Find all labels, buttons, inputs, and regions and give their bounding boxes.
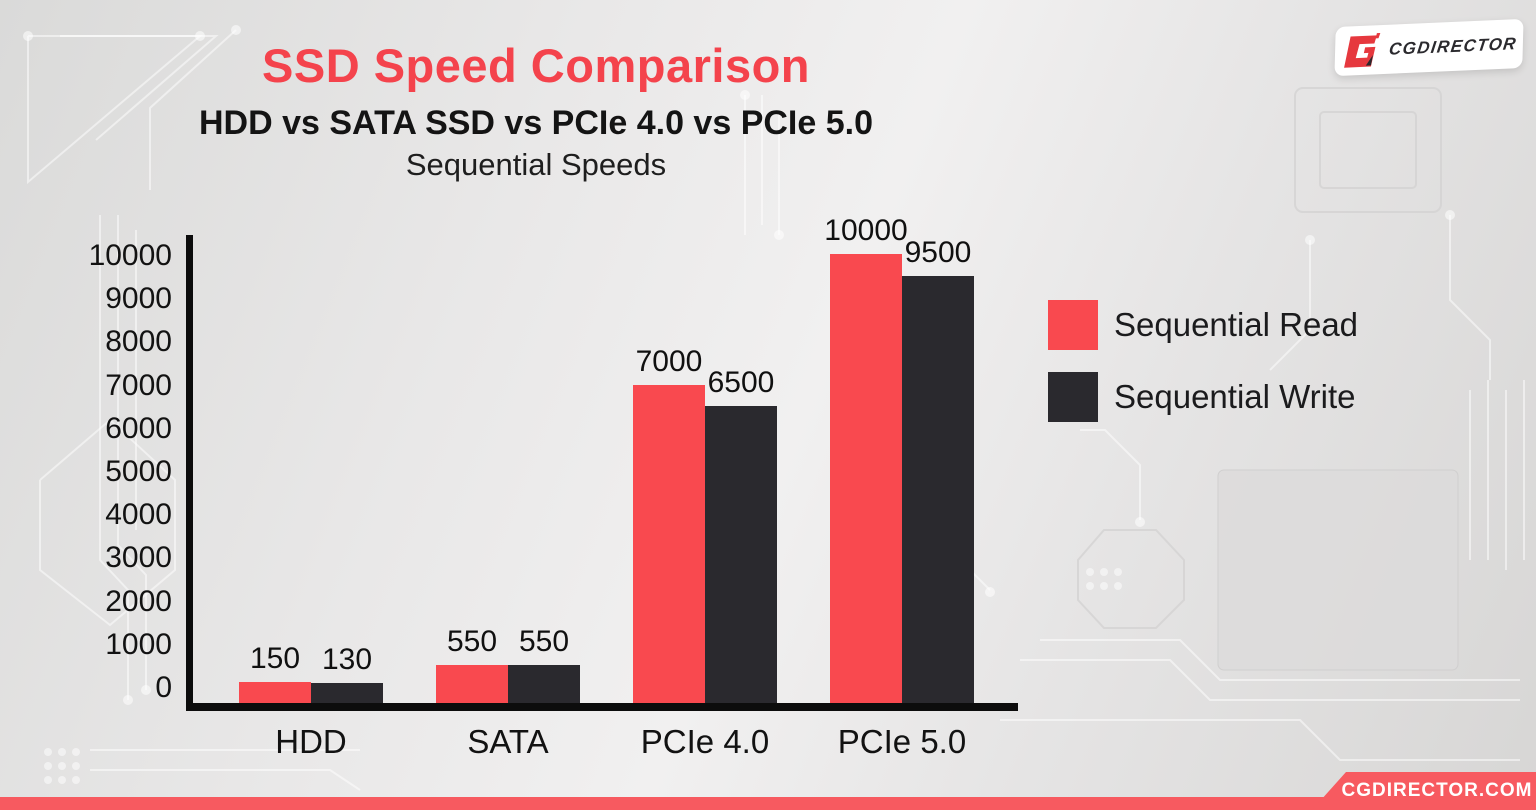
cgdirector-logo: CGDIRECTOR	[1334, 18, 1524, 77]
bar-sequential-read-sata	[436, 665, 508, 703]
y-axis-line	[186, 235, 193, 711]
y-tick-label: 3000	[105, 541, 172, 575]
bar-sequential-read-pcie-5-0	[830, 254, 902, 703]
y-tick-label: 1000	[105, 627, 172, 661]
category-label-sata: SATA	[467, 723, 549, 760]
bar-value-label: 9500	[904, 235, 972, 269]
header: SSD Speed Comparison HDD vs SATA SSD vs …	[118, 38, 954, 184]
bar-value-label: 6500	[707, 366, 775, 400]
legend-label: Sequential Read	[1114, 306, 1359, 343]
x-axis-line	[186, 703, 1018, 711]
bar-value-label: 550	[446, 625, 498, 659]
legend-swatch	[1048, 300, 1098, 350]
y-tick-label: 8000	[105, 325, 172, 359]
y-tick-label: 6000	[105, 411, 172, 445]
legend-label: Sequential Write	[1114, 378, 1356, 415]
category-label-hdd: HDD	[275, 723, 347, 760]
y-tick-label: 9000	[105, 282, 172, 316]
y-tick-label: 2000	[105, 584, 172, 618]
footer-site-banner: CGDIRECTOR.COM	[1312, 772, 1536, 810]
y-tick-label: 4000	[105, 498, 172, 532]
logo-text: CGDIRECTOR	[1387, 33, 1519, 59]
page-subtitle: HDD vs SATA SSD vs PCIe 4.0 vs PCIe 5.0	[199, 104, 873, 142]
bar-sequential-read-hdd	[239, 682, 311, 703]
bar-value-label: 7000	[635, 344, 703, 378]
legend-swatch	[1048, 372, 1098, 422]
legend-item-sequential-read: Sequential Read	[1048, 300, 1358, 350]
bar-sequential-write-hdd	[311, 683, 383, 703]
bar-sequential-write-pcie-5-0	[902, 275, 974, 703]
y-tick-label: 5000	[105, 455, 172, 488]
y-tick-label: 7000	[105, 368, 172, 402]
bar-sequential-write-sata	[508, 665, 580, 703]
page-title: SSD Speed Comparison	[262, 39, 810, 92]
page-subsubtitle: Sequential Speeds	[405, 147, 667, 182]
bar-sequential-write-pcie-4-0	[705, 406, 777, 703]
bar-value-label: 130	[321, 643, 373, 677]
bar-value-label: 150	[249, 642, 301, 676]
category-label-pcie-4-0: PCIe 4.0	[640, 723, 770, 760]
category-label-pcie-5-0: PCIe 5.0	[837, 723, 967, 760]
bar-sequential-read-pcie-4-0	[633, 384, 705, 703]
bar-value-label: 10000	[824, 214, 908, 247]
legend-item-sequential-write: Sequential Write	[1048, 372, 1356, 422]
y-tick-label: 10000	[88, 239, 172, 272]
footer-red-strip	[0, 797, 1536, 810]
y-tick-label: 0	[155, 671, 172, 704]
bar-value-label: 550	[518, 625, 570, 659]
footer-site-text: CGDIRECTOR.COM	[1341, 780, 1533, 801]
logo-g-icon	[1344, 32, 1381, 68]
